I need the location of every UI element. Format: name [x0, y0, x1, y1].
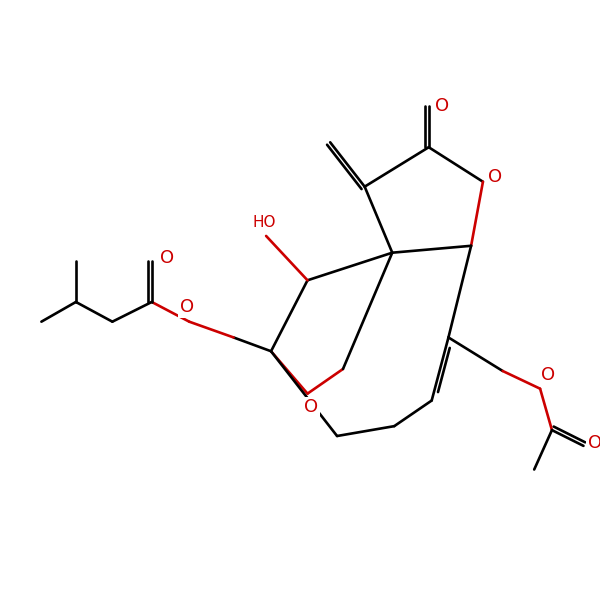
Text: O: O	[160, 248, 175, 266]
Text: O: O	[541, 366, 555, 384]
Text: O: O	[304, 398, 319, 416]
Text: O: O	[180, 298, 194, 316]
Text: HO: HO	[253, 215, 276, 230]
Text: O: O	[588, 434, 600, 452]
Text: O: O	[436, 97, 449, 115]
Text: O: O	[488, 168, 502, 186]
